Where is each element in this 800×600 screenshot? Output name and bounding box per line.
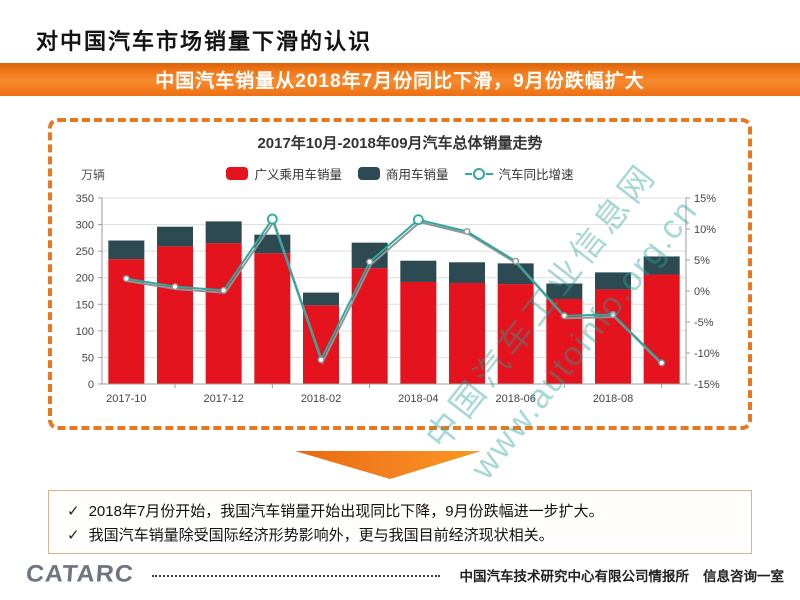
svg-text:250: 250 <box>76 246 94 258</box>
footer-dotted-divider <box>152 575 440 577</box>
footer-dept: 信息咨询一室 <box>703 569 784 584</box>
summary-item: ✓ 我国汽车销量除受国际经济形势影响外，更与我国目前经济现状相关。 <box>67 524 735 548</box>
svg-text:-5%: -5% <box>694 317 714 329</box>
svg-text:-15%: -15% <box>694 379 720 391</box>
left-axis-unit-label: 万辆 <box>81 168 106 182</box>
svg-text:0: 0 <box>88 379 94 391</box>
svg-text:50: 50 <box>82 352 94 364</box>
chart-panel: 2017年10月-2018年09月汽车总体销量走势 万辆 广义乘用车销量 商用车… <box>48 118 752 430</box>
legend-label: 汽车同比增速 <box>498 168 574 182</box>
sales-chart-plot: 0 50 100 150 200 250 300 350 -15% -10% -5% 0% 5% 10% 1… <box>76 193 720 405</box>
banner-text: 中国汽车销量从2018年7月份同比下滑，9月份跌幅扩大 <box>155 71 645 92</box>
legend-label: 商用车销量 <box>385 168 449 182</box>
svg-text:2018-02: 2018-02 <box>301 393 341 405</box>
legend-item-growth: 汽车同比增速 <box>464 164 574 183</box>
summary-item: ✓ 2018年7月份开始，我国汽车销量开始出现同比下降，9月份跌幅进一步扩大。 <box>67 500 735 524</box>
svg-text:200: 200 <box>76 273 94 285</box>
page-title: 对中国汽车市场销量下滑的认识 <box>36 29 373 54</box>
down-arrow-icon <box>295 451 481 479</box>
svg-text:300: 300 <box>76 220 94 232</box>
svg-text:2018-08: 2018-08 <box>593 393 633 405</box>
svg-text:0%: 0% <box>694 286 710 298</box>
svg-text:2017-12: 2017-12 <box>203 393 243 405</box>
commercial-swatch-icon <box>357 167 380 180</box>
banner: 中国汽车销量从2018年7月份同比下滑，9月份跌幅扩大 <box>0 63 800 96</box>
svg-text:5%: 5% <box>694 255 710 267</box>
check-icon: ✓ <box>67 503 80 520</box>
legend-label: 广义乘用车销量 <box>254 168 342 182</box>
summary-text: 2018年7月份开始，我国汽车销量开始出现同比下降，9月份跌幅进一步扩大。 <box>88 503 604 520</box>
check-icon: ✓ <box>67 527 80 544</box>
legend-item-passenger: 广义乘用车销量 <box>226 164 342 183</box>
svg-text:2018-04: 2018-04 <box>398 393 438 405</box>
svg-text:100: 100 <box>76 326 94 338</box>
growth-line-marker-icon <box>464 167 493 180</box>
svg-text:2017-10: 2017-10 <box>106 393 146 405</box>
catarc-logo: CATARC <box>25 560 135 588</box>
chart-legend: 广义乘用车销量 商用车销量 汽车同比增速 <box>52 164 748 183</box>
svg-text:10%: 10% <box>694 224 716 236</box>
summary-text: 我国汽车销量除受国际经济形势影响外，更与我国目前经济现状相关。 <box>88 527 554 544</box>
legend-item-commercial: 商用车销量 <box>357 164 449 183</box>
svg-text:2018-06: 2018-06 <box>495 393 535 405</box>
footer-text: 中国汽车技术研究中心有限公司情报所 信息咨询一室 <box>460 565 785 585</box>
passenger-swatch-icon <box>226 167 249 180</box>
svg-text:15%: 15% <box>694 193 716 205</box>
svg-text:-10%: -10% <box>694 348 720 360</box>
svg-text:150: 150 <box>76 299 94 311</box>
svg-text:350: 350 <box>76 193 94 205</box>
footer-org: 中国汽车技术研究中心有限公司情报所 <box>459 569 690 584</box>
summary-box: ✓ 2018年7月份开始，我国汽车销量开始出现同比下降，9月份跌幅进一步扩大。 … <box>48 490 752 554</box>
chart-title: 2017年10月-2018年09月汽车总体销量走势 <box>257 135 543 152</box>
